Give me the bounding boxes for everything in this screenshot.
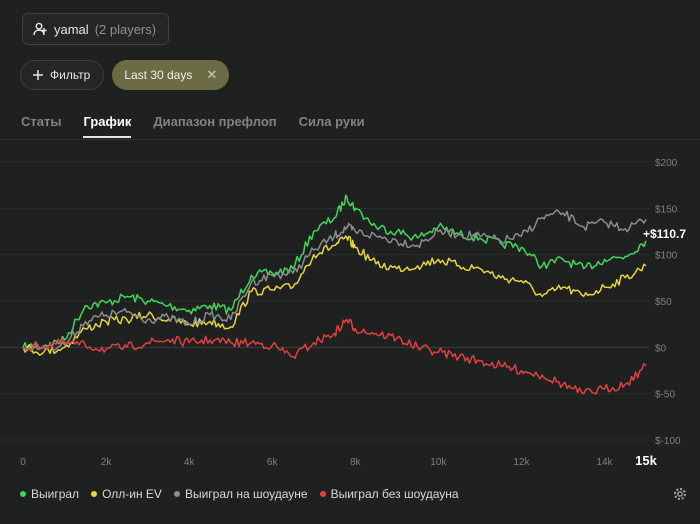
add-filter-button[interactable]: Фильтр	[20, 60, 105, 90]
y-tick-label: $100	[655, 251, 678, 262]
legend-dot	[319, 491, 326, 497]
gear-icon[interactable]	[672, 486, 688, 502]
series-line-0	[22, 194, 647, 352]
tab-preflop-range[interactable]: Диапазон префлоп	[153, 114, 277, 129]
add-filter-label: Фильтр	[50, 68, 91, 82]
x-tick-label: 6k	[267, 457, 279, 468]
series-line-2	[22, 209, 647, 353]
legend-item-won[interactable]: Выиграл	[20, 487, 79, 501]
x-tick-label: 10k	[430, 457, 447, 468]
close-icon[interactable]: ✕	[206, 67, 218, 82]
date-filter-chip[interactable]: Last 30 days ✕	[112, 60, 230, 90]
y-tick-label: $-50	[655, 390, 675, 401]
users-icon	[33, 22, 47, 36]
legend-item-non-showdown[interactable]: Выиграл без шоудауна	[319, 487, 459, 501]
legend-label: Выиграл на шоудауне	[184, 487, 308, 501]
legend-dot	[91, 491, 98, 497]
y-tick-label: $200	[655, 158, 678, 169]
x-tick-label: 4k	[184, 457, 196, 468]
tab-stats[interactable]: Статы	[21, 114, 62, 129]
x-tick-label: 12k	[513, 457, 530, 468]
legend-label: Выиграл без шоудауна	[330, 487, 459, 501]
filter-row: Фильтр Last 30 days ✕	[20, 60, 230, 90]
x-tick-label: 8k	[350, 457, 362, 468]
legend-dot	[20, 491, 26, 497]
x-tick-label: 14k	[596, 457, 613, 468]
tab-hand-strength[interactable]: Сила руки	[298, 114, 365, 129]
tab-bar: Статы График Диапазон префлоп Сила руки	[21, 114, 365, 138]
player-name: yamal	[54, 21, 89, 37]
x-tick-label: 0	[20, 457, 26, 468]
date-filter-label: Last 30 days	[124, 68, 193, 82]
player-selector[interactable]: yamal (2 players)	[22, 13, 170, 45]
y-tick-label: $150	[655, 204, 678, 215]
winnings-chart: $200 $150 $100 $50 $0 $-50 $-100 0 2k 4k 6k 8k 10k 12…	[0, 158, 686, 468]
legend-label: Выиграл	[31, 487, 80, 501]
y-tick-label: $50	[655, 297, 672, 308]
x-tick-label: 2k	[101, 457, 113, 468]
legend-item-allin-ev[interactable]: Олл-ин EV	[91, 487, 162, 501]
legend-dot	[173, 491, 180, 497]
legend: Выиграл Олл-ин EV Выиграл на шоудауне Вы…	[20, 487, 459, 501]
plus-icon	[33, 70, 43, 80]
end-value-label: +$110.7	[643, 227, 686, 241]
y-tick-label: $0	[655, 343, 667, 354]
y-tick-label: $-100	[655, 436, 681, 447]
legend-item-showdown[interactable]: Выиграл на шоудауне	[173, 487, 308, 501]
series-line-3	[22, 318, 647, 395]
tab-graph[interactable]: График	[83, 114, 132, 138]
x-tick-label: 15k	[635, 453, 657, 468]
player-count: (2 players)	[94, 21, 157, 37]
tab-divider	[0, 139, 700, 140]
legend-label: Олл-ин EV	[102, 487, 162, 501]
series-line-1	[22, 235, 647, 356]
